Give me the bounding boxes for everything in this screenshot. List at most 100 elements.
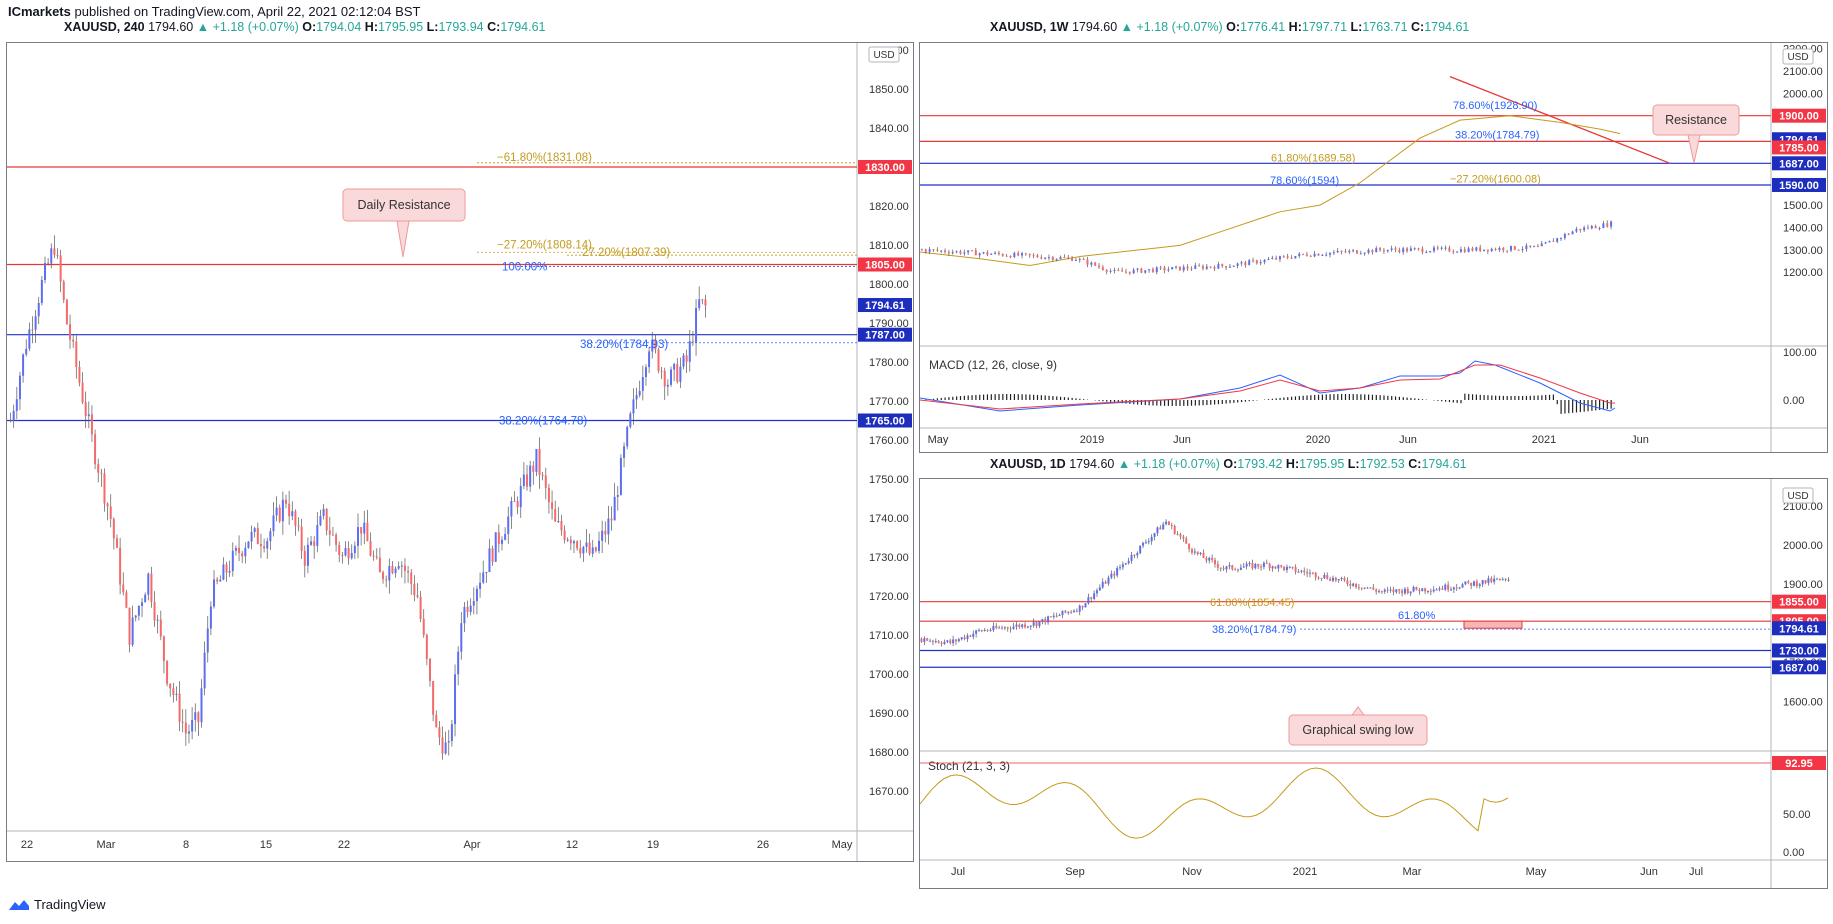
chart1-price-tag-text: 1794.61 [865, 300, 905, 312]
chart2-panel[interactable]: 2200.002100.002000.001900.001800.001700.… [919, 42, 1828, 453]
chart1-fib-label: −27.20%(1808.14) [497, 239, 592, 251]
chart1-candle-body [629, 413, 632, 427]
chart1-y-tick: 1780.00 [869, 357, 909, 369]
chart1-candle-body [75, 341, 78, 367]
chart3-candle-body [1190, 549, 1193, 553]
chart3-candle-body [1452, 587, 1455, 590]
chart3-candle-body [1415, 586, 1418, 590]
chart1-candle-body [482, 572, 485, 583]
chart3-candle-body [1216, 564, 1219, 568]
chart2-candle-body [1467, 248, 1470, 253]
chart1-x-tick: May [832, 839, 853, 851]
chart3-candle-body [1334, 577, 1337, 581]
chart3-candle-body [1461, 584, 1464, 588]
chart1-candle-body [213, 579, 216, 607]
chart3-candle-body [929, 640, 932, 642]
chart1-candle-body [532, 465, 535, 472]
chart3-candle-body [1029, 625, 1032, 627]
chart2-macd-tick: 100.00 [1783, 347, 1817, 359]
chart1-candle-body [479, 582, 482, 589]
chart2-candle-body [1128, 271, 1131, 274]
chart1-candle-body [560, 521, 563, 531]
chart1-open: 1794.04 [316, 20, 362, 34]
chart2-candle-body [1051, 257, 1054, 260]
chart1-candle-body [244, 547, 247, 557]
chart3-callout-text: Graphical swing low [1302, 723, 1414, 737]
chart1-candle-body [691, 341, 694, 343]
chart3-candle-body [1052, 615, 1055, 618]
chart1-candle-body [53, 248, 56, 255]
chart3-candle-body [980, 630, 983, 632]
chart2-candle-body [1556, 238, 1559, 242]
chart1-svg[interactable]: 1860.001850.001840.001830.001820.001810.… [7, 43, 913, 861]
chart1-candle-body [644, 367, 647, 378]
chart1-candle-body [613, 496, 616, 521]
chart2-candle-body [1406, 248, 1409, 252]
chart3-candle-body [1136, 553, 1139, 556]
chart2-candle-body [1028, 253, 1031, 256]
chart1-y-tick: 1680.00 [869, 747, 909, 759]
chart2-candle-body [936, 249, 939, 251]
chart1-candle-body [325, 508, 328, 531]
chart3-candle-body [1124, 563, 1127, 565]
chart2-x-tick: Jun [1631, 434, 1649, 446]
chart1-candle-body [638, 390, 641, 396]
chart3-panel[interactable]: 2100.002000.001900.001800.001700.001600.… [919, 478, 1828, 889]
chart3-price-tag-text: 1730.00 [1779, 645, 1819, 657]
chart3-candle-body [1478, 584, 1481, 587]
chart1-candle-body [454, 674, 457, 725]
chart1-panel[interactable]: 1860.001850.001840.001830.001820.001810.… [6, 42, 914, 862]
chart2-candle-body [1101, 267, 1104, 270]
chart1-candle-body [529, 465, 532, 487]
chart1-candle-body [134, 615, 137, 618]
chart1-x-tick: 22 [338, 839, 350, 851]
chart1-candle-body [40, 279, 43, 303]
chart1-candle-body [28, 329, 31, 349]
chart2-macd-label: MACD (12, 26, close, 9) [929, 358, 1057, 372]
chart3-stoch-line [919, 767, 1509, 839]
chart3-candle-body [1444, 584, 1447, 590]
chart3-candle-body [1504, 579, 1507, 581]
chart3-candle-body [1147, 541, 1150, 543]
chart3-candle-body [1300, 570, 1303, 572]
chart3-candle-body [1441, 588, 1444, 590]
chart3-y-tick: 2100.00 [1783, 501, 1823, 513]
chart3-candle-body [1378, 591, 1381, 593]
chart1-candle-body [594, 547, 597, 551]
chart1-y-tick: 1840.00 [869, 123, 909, 135]
chart3-candle-body [1401, 590, 1404, 594]
chart3-candle-body [1288, 566, 1291, 568]
chart2-svg[interactable]: 2200.002100.002000.001900.001800.001700.… [919, 43, 1827, 452]
chart3-candle-body [1458, 587, 1461, 589]
chart1-candle-body [400, 565, 403, 567]
chart2-price-tag [1772, 108, 1826, 123]
chart1-candle-body [228, 571, 231, 573]
publish-info: published on TradingView.com, April 22, … [74, 4, 421, 19]
chart2-price-tag-text: 1785.00 [1779, 142, 1819, 154]
chart1-candle-body [297, 525, 300, 527]
chart2-candle-body [1336, 250, 1339, 253]
chart2-candle-body [1225, 266, 1228, 268]
chart2-candle-body [1344, 251, 1347, 253]
chart1-candle-body [585, 542, 588, 548]
chart2-signal-line [919, 364, 1615, 410]
chart2-low: 1763.71 [1362, 20, 1408, 34]
chart2-candle-body [1502, 248, 1505, 251]
tradingview-logo[interactable]: TradingView [8, 897, 106, 912]
chart2-candle-body [1471, 248, 1474, 251]
chart2-x-tick: Jun [1399, 434, 1417, 446]
chart1-candle-body [103, 473, 106, 504]
chart3-candle-body [1150, 536, 1153, 542]
chart1-candle-body [466, 606, 469, 613]
chart1-candle-body [582, 547, 585, 554]
chart3-candle-body [957, 639, 960, 642]
chart2-candle-body [1379, 248, 1382, 251]
chart3-svg[interactable]: 2100.002000.001900.001800.001700.001600.… [919, 479, 1827, 888]
chart3-candle-body [1087, 597, 1090, 604]
chart3-candle-body [1470, 582, 1473, 586]
publisher-name: ICmarkets [8, 4, 71, 19]
chart2-candle-body [1486, 249, 1489, 252]
chart3-candle-body [1144, 542, 1147, 544]
chart1-candle-body [648, 351, 651, 368]
chart3-candle-body [934, 641, 937, 643]
